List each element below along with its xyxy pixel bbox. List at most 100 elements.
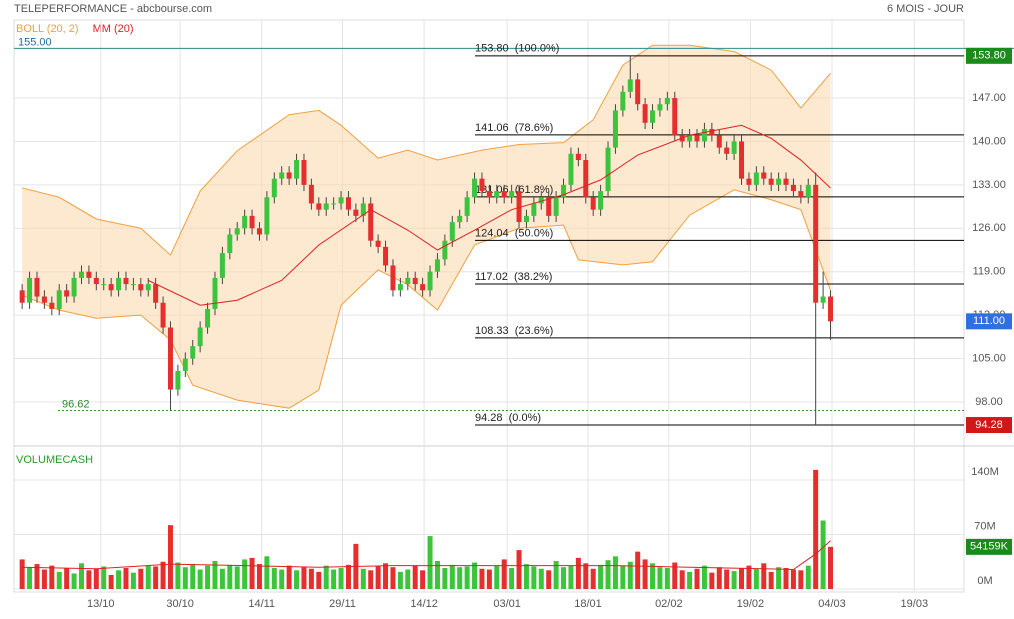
candle-body — [457, 215, 463, 223]
candle-body — [753, 172, 759, 185]
volume-bar — [308, 568, 314, 589]
volume-bar — [820, 520, 826, 589]
volume-tag — [966, 538, 1012, 555]
x-tick-label: 04/03 — [818, 598, 846, 610]
volume-bar — [234, 566, 240, 589]
candle-body — [798, 191, 804, 198]
candle-body — [345, 197, 351, 210]
volume-bar — [360, 568, 366, 589]
candle-body — [739, 141, 745, 179]
volume-bar — [509, 567, 515, 589]
volume-bar — [538, 568, 544, 589]
volume-bar — [657, 567, 663, 589]
price-tag-label: 111.00 — [973, 315, 1005, 327]
fib-label: 124.04 (50.0%) — [475, 227, 553, 239]
price-tag-label: 94.28 — [975, 419, 1003, 431]
volume-bar — [160, 561, 166, 589]
volume-bar — [78, 563, 84, 589]
volume-bar — [546, 570, 552, 589]
candle-body — [123, 277, 129, 285]
candle-body — [368, 203, 374, 241]
volume-bar — [694, 568, 700, 589]
volume-bar — [605, 560, 611, 589]
price-tag — [966, 47, 1012, 64]
volume-bar — [175, 562, 181, 589]
volume-bar — [776, 567, 782, 589]
volume-bar — [531, 566, 537, 589]
candle-body — [390, 265, 396, 291]
candle-body — [249, 215, 255, 229]
candle-body — [746, 178, 752, 185]
y-tick-label: 147.00 — [972, 92, 1006, 104]
volume-bar — [130, 572, 136, 589]
y-tick-label: 126.00 — [972, 222, 1006, 234]
candle-body — [405, 277, 411, 285]
volume-bar — [316, 571, 322, 589]
candle-body — [49, 302, 55, 309]
low-line-label: 96.62 — [62, 398, 90, 410]
volume-bar — [301, 567, 307, 589]
fib-label: 117.02 (38.2%) — [475, 271, 552, 283]
volume-tick-label: 0M — [977, 575, 992, 587]
volume-bar — [271, 567, 277, 589]
candle-body — [828, 296, 834, 322]
candle-body — [227, 234, 233, 254]
volume-bar — [479, 568, 485, 589]
candle-body — [627, 79, 633, 92]
candle-body — [286, 172, 292, 179]
volume-bar — [205, 565, 211, 589]
volume-bar — [64, 567, 70, 589]
candle-body — [153, 284, 159, 303]
candle-body — [820, 296, 826, 303]
volume-bar — [145, 565, 151, 589]
candle-body — [167, 327, 173, 390]
volume-bar — [679, 570, 685, 589]
y-tick-label: 98.00 — [975, 396, 1003, 408]
candle-body — [420, 284, 426, 291]
price-tag — [966, 417, 1012, 434]
candle-body — [687, 135, 693, 142]
x-tick-label: 29/11 — [329, 598, 356, 610]
volume-bar — [420, 570, 426, 589]
volume-bar — [331, 569, 337, 589]
volume-bar — [167, 525, 173, 589]
volume-bar — [427, 536, 433, 589]
candle-body — [34, 277, 40, 297]
candle-body — [486, 191, 492, 198]
volume-bar — [790, 569, 796, 589]
volume-bar — [583, 563, 589, 589]
volume-bar — [627, 561, 633, 589]
candle-body — [19, 290, 25, 303]
candle-body — [190, 346, 196, 359]
volume-tick-label: 70M — [974, 520, 995, 532]
volume-bar — [286, 565, 292, 589]
volume-bar — [345, 564, 351, 589]
y-tick-label: 119.00 — [973, 266, 1006, 278]
candle-body — [701, 129, 707, 142]
x-tick-label: 19/03 — [901, 598, 929, 610]
candle-body — [442, 240, 448, 260]
candle-body — [650, 110, 656, 123]
volume-bar — [783, 567, 789, 589]
candle-body — [642, 104, 648, 123]
volume-bar — [828, 546, 834, 589]
candle-body — [598, 191, 604, 210]
volume-bar — [739, 567, 745, 589]
candle-body — [86, 271, 92, 278]
candle-body — [724, 147, 730, 154]
candle-body — [612, 110, 618, 148]
volume-bar — [553, 560, 559, 589]
volume-bar — [709, 572, 715, 589]
volume-bar — [768, 571, 774, 589]
candle-body — [41, 296, 47, 303]
volume-bar — [56, 571, 62, 589]
candle-body — [694, 135, 700, 142]
volume-bar — [457, 567, 463, 589]
volume-bar — [568, 565, 574, 589]
candle-body — [64, 290, 70, 297]
volume-bar — [590, 568, 596, 589]
candle-body — [509, 191, 515, 198]
candle-body — [531, 203, 537, 216]
volume-bar — [642, 559, 648, 589]
candle-body — [657, 104, 663, 111]
